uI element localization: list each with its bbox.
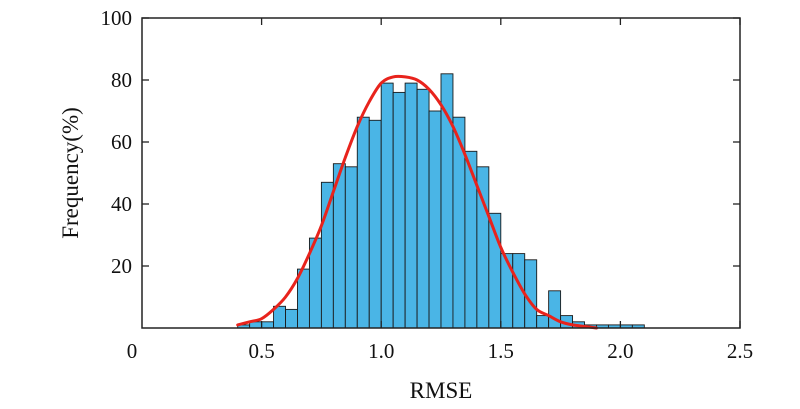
histogram-bar-8 [320, 181, 334, 329]
histogram-bar-14 [392, 91, 406, 329]
origin-label: 0 [127, 339, 138, 363]
x-tick-label-3: 1.5 [488, 339, 514, 363]
histogram-bar-15 [404, 82, 418, 329]
plot-frame [141, 17, 741, 329]
fit-curve-line [236, 74, 598, 330]
x-tick-label-1: 0.5 [248, 339, 274, 363]
y-axis-title: Frequency(%) [58, 107, 83, 239]
x-tick-label-5: 2.5 [727, 339, 753, 363]
histogram-bar-26 [536, 315, 550, 329]
y-tick-label-2: 40 [111, 192, 132, 216]
histogram-bar-13 [380, 82, 394, 329]
plot-border [141, 17, 741, 329]
x-axis-title: RMSE [410, 378, 473, 403]
histogram-bar-3 [261, 321, 275, 329]
histogram-bar-10 [344, 166, 358, 329]
y-tick-label-4: 80 [111, 68, 132, 92]
axis-ticks [142, 17, 741, 328]
histogram-bars [237, 73, 645, 329]
histogram-bar-5 [285, 308, 298, 329]
x-tick-label-2: 1.0 [368, 339, 394, 363]
y-tick-label-5: 100 [101, 6, 133, 30]
histogram-bar-16 [416, 88, 430, 329]
histogram-bar-17 [428, 110, 442, 329]
y-tick-label-1: 20 [111, 254, 132, 278]
x-tick-label-4: 2.0 [607, 339, 633, 363]
y-tick-label-3: 60 [111, 130, 132, 154]
histogram-bar-23 [500, 253, 514, 329]
histogram-bar-11 [356, 116, 370, 329]
histogram-bar-12 [368, 119, 382, 329]
axis-tick-labels: 0.5 1.0 1.5 2.0 2.5 20 40 60 80 100 0 [101, 6, 754, 363]
histogram-bar-25 [524, 259, 538, 329]
fit-curve-layer [236, 74, 598, 330]
